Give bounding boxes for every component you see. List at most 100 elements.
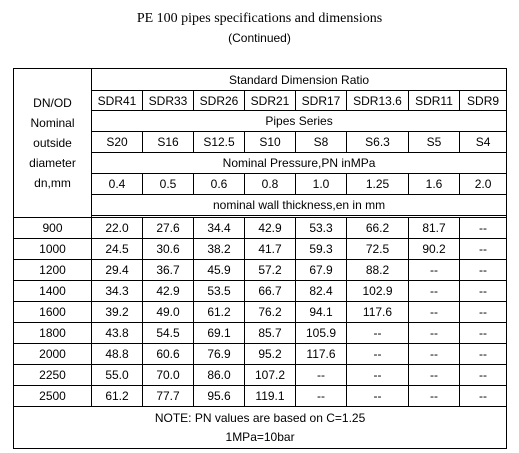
thickness-cell: 53.3 — [295, 217, 347, 239]
thickness-cell: -- — [408, 343, 460, 365]
sdr-cell: SDR11 — [408, 90, 460, 111]
specifications-table: DN/OD Nominal outside diameter dn,mm Sta… — [12, 68, 508, 449]
thickness-cell: 30.6 — [142, 238, 194, 260]
thickness-cell: 67.9 — [295, 259, 347, 281]
thickness-cell: 105.9 — [295, 322, 347, 344]
thickness-cell: 85.7 — [244, 322, 296, 344]
thickness-cell: -- — [295, 385, 347, 407]
thickness-cell: 88.2 — [346, 259, 409, 281]
thickness-cell: 55.0 — [91, 364, 143, 386]
thickness-cell: 45.9 — [193, 259, 245, 281]
thickness-cell: 24.5 — [91, 238, 143, 260]
table-row: 1600 39.2 49.0 61.2 76.2 94.1 117.6 -- -- — [13, 301, 508, 323]
thickness-cell: 66.2 — [346, 217, 409, 239]
table-row: 2000 48.8 60.6 76.9 95.2 117.6 -- -- -- — [13, 343, 508, 365]
dn-od-label: DN/OD — [33, 96, 72, 110]
dn-cell: 2250 — [13, 364, 92, 386]
pressure-header: Nominal Pressure,PN inMPa — [90, 152, 508, 174]
thickness-cell: 48.8 — [91, 343, 143, 365]
thickness-cell: 41.7 — [244, 238, 296, 260]
series-header: Pipes Series — [90, 110, 508, 132]
thickness-cell: 82.4 — [295, 280, 347, 302]
dn-cell: 1000 — [13, 238, 92, 260]
pressure-row: 0.4 0.5 0.6 0.8 1.0 1.25 1.6 2.0 — [14, 173, 508, 195]
table-row: 1400 34.3 42.9 53.5 66.7 82.4 102.9 -- -- — [13, 280, 508, 302]
thickness-cell: -- — [458, 322, 508, 344]
diameter-label: diameter — [29, 156, 76, 170]
thickness-cell: 119.1 — [244, 385, 296, 407]
sdr-cell: SDR26 — [193, 90, 245, 111]
thickness-cell: 66.7 — [244, 280, 296, 302]
pressure-cell: 0.5 — [142, 173, 194, 195]
thickness-cell: 54.5 — [142, 322, 194, 344]
thickness-cell: -- — [408, 385, 460, 407]
pressure-cell: 1.25 — [346, 173, 409, 195]
pressure-cell: 0.4 — [91, 173, 143, 195]
thickness-cell: 34.4 — [193, 217, 245, 239]
thickness-cell: -- — [346, 343, 409, 365]
thickness-cell: 29.4 — [91, 259, 143, 281]
thickness-cell: 70.0 — [142, 364, 194, 386]
thickness-cell: 60.6 — [142, 343, 194, 365]
thickness-cell: 61.2 — [91, 385, 143, 407]
thickness-cell: 49.0 — [142, 301, 194, 323]
note-cell: NOTE: PN values are based on C=1.25 1MPa=… — [12, 406, 508, 449]
series-cell: S5 — [408, 131, 460, 153]
sdr-cell: SDR21 — [244, 90, 296, 111]
pressure-cell: 0.8 — [244, 173, 296, 195]
thickness-cell: 39.2 — [91, 301, 143, 323]
thickness-cell: -- — [458, 301, 508, 323]
dn-mm-label: dn,mm — [34, 176, 71, 190]
thickness-cell: -- — [408, 259, 460, 281]
sdr-cell: SDR33 — [142, 90, 194, 111]
table-row: 1200 29.4 36.7 45.9 57.2 67.9 88.2 -- -- — [13, 259, 508, 281]
thickness-cell: 43.8 — [91, 322, 143, 344]
pressure-cell: 2.0 — [458, 173, 508, 195]
thickness-cell: 81.7 — [408, 217, 460, 239]
thickness-cell: -- — [458, 343, 508, 365]
thickness-cell: 72.5 — [346, 238, 409, 260]
thickness-cell: 59.3 — [295, 238, 347, 260]
nominal-label: Nominal — [30, 116, 75, 130]
table-row: 1000 24.5 30.6 38.2 41.7 59.3 72.5 90.2 -- — [13, 238, 508, 260]
thickness-cell: 107.2 — [244, 364, 296, 386]
thickness-cell: 90.2 — [408, 238, 460, 260]
thickness-cell: 36.7 — [142, 259, 194, 281]
table-row: 1800 43.8 54.5 69.1 85.7 105.9 -- -- -- — [13, 322, 508, 344]
page-title: PE 100 pipes specifications and dimensio… — [136, 11, 383, 26]
table-row: 2250 55.0 70.0 86.0 107.2 -- -- -- -- — [13, 364, 508, 386]
thickness-cell: -- — [458, 364, 508, 386]
dn-od-header-cell: DN/OD Nominal outside diameter dn,mm — [13, 68, 92, 218]
thickness-cell: -- — [295, 364, 347, 386]
series-cell: S4 — [458, 131, 508, 153]
sdr-header: Standard Dimension Ratio — [90, 68, 508, 91]
thickness-cell: 94.1 — [295, 301, 347, 323]
dn-cell: 1800 — [13, 322, 92, 344]
thickness-cell: 69.1 — [193, 322, 245, 344]
thickness-cell: 57.2 — [244, 259, 296, 281]
thickness-cell: -- — [408, 301, 460, 323]
thickness-cell: -- — [346, 385, 409, 407]
thickness-cell: -- — [346, 322, 409, 344]
note-row: NOTE: PN values are based on C=1.25 1MPa=… — [12, 406, 508, 449]
pressure-cell: 1.6 — [408, 173, 460, 195]
thickness-cell: 61.2 — [193, 301, 245, 323]
sdr-row: SDR41 SDR33 SDR26 SDR21 SDR17 SDR13.6 SDR11 SDR… — [14, 90, 508, 111]
thickness-cell: 102.9 — [346, 280, 409, 302]
thickness-cell: 95.2 — [244, 343, 296, 365]
thickness-cell: 76.9 — [193, 343, 245, 365]
sdr-cell: SDR9 — [458, 90, 508, 111]
dn-cell: 2000 — [13, 343, 92, 365]
thickness-header: nominal wall thickness,en in mm — [90, 194, 508, 216]
thickness-cell: 38.2 — [193, 238, 245, 260]
thickness-cell: -- — [458, 238, 508, 260]
outside-label: outside — [33, 136, 72, 150]
sdr-cell: SDR41 — [91, 90, 143, 111]
dn-cell: 900 — [13, 217, 92, 239]
note-line: 1MPa=10bar — [225, 429, 295, 444]
series-cell: S6.3 — [346, 131, 409, 153]
series-cell: S8 — [295, 131, 347, 153]
thickness-cell: -- — [458, 280, 508, 302]
thickness-cell: 34.3 — [91, 280, 143, 302]
thickness-cell: -- — [408, 322, 460, 344]
